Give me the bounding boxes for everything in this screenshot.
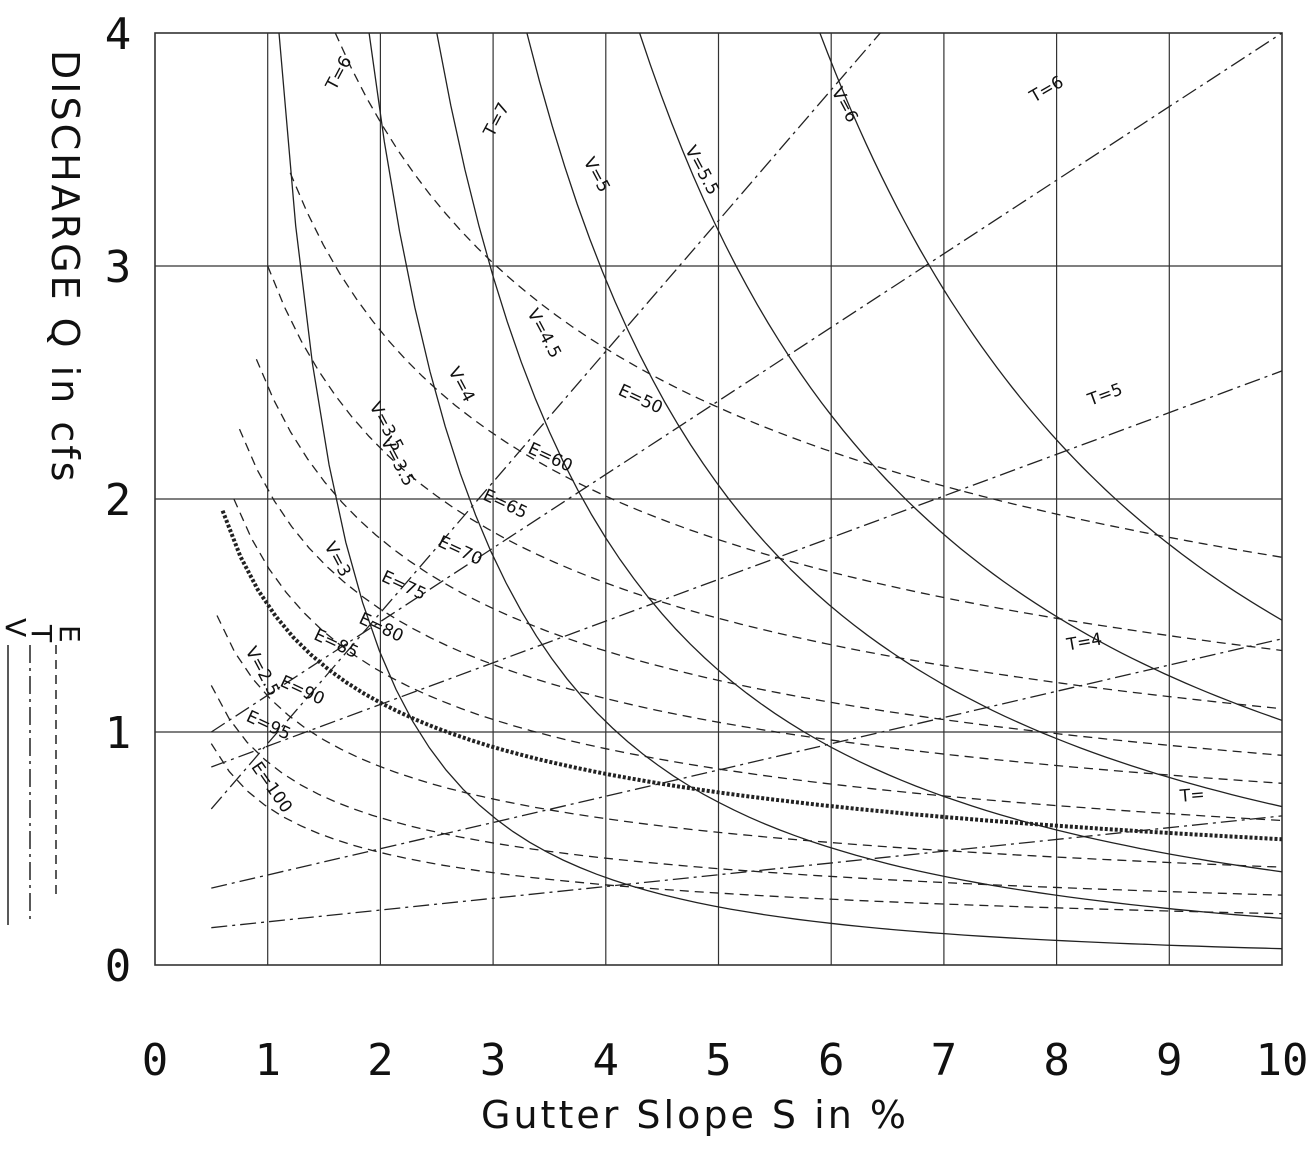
curve-label: V=4.5 xyxy=(522,306,565,362)
chart-grid xyxy=(154,32,1283,966)
x-tick-label: 6 xyxy=(818,1035,845,1086)
curve-t xyxy=(211,815,1282,929)
curve-t5 xyxy=(211,370,1282,768)
curve-label: E=85 xyxy=(311,625,362,663)
x-axis-title: Gutter Slope S in % xyxy=(481,1093,909,1137)
x-tick-label: 9 xyxy=(1156,1035,1183,1086)
curve-label: V=5.5 xyxy=(680,142,723,198)
y-tick-label: 1 xyxy=(105,708,132,759)
curve-e50 xyxy=(334,33,1282,558)
curve-e90 xyxy=(216,615,1282,868)
curve-label: E=80 xyxy=(356,609,407,647)
curve-e75 xyxy=(238,428,1282,784)
y-tick-label: 0 xyxy=(105,941,132,992)
x-tick-label: 10 xyxy=(1256,1035,1309,1086)
x-tick-label: 1 xyxy=(254,1035,281,1086)
curve-label: E=95 xyxy=(243,707,294,745)
x-tick-label: 0 xyxy=(142,1035,169,1086)
curve-label: V=5 xyxy=(579,154,614,196)
x-tick-label: 8 xyxy=(1043,1035,1070,1086)
curve-v3 xyxy=(278,33,1282,950)
curve-e85 xyxy=(220,509,1282,842)
y-tick-label: 4 xyxy=(105,9,132,60)
chart-curves xyxy=(210,33,1282,950)
curve-label: E=75 xyxy=(378,567,429,605)
curve-label: E=60 xyxy=(525,439,576,477)
curve-v4 xyxy=(368,33,1282,920)
curve-label: E=50 xyxy=(615,381,666,419)
curve-label: T=5 xyxy=(1084,380,1125,411)
curve-v5 xyxy=(526,33,1282,808)
curve-label: E=65 xyxy=(480,485,531,523)
curve-v4-5 xyxy=(436,33,1282,873)
curve-v6 xyxy=(819,33,1282,621)
x-tick-label: 3 xyxy=(480,1035,507,1086)
curve-label: V=6 xyxy=(827,84,862,126)
curve-e95 xyxy=(210,685,1282,896)
curve-v5-5 xyxy=(638,33,1282,722)
legend-letter-v: V xyxy=(0,618,32,637)
y-tick-label: 3 xyxy=(105,242,132,293)
curve-t7 xyxy=(210,33,882,810)
curve-e65 xyxy=(267,265,1282,710)
curve-label: T=4 xyxy=(1064,630,1103,656)
curve-label: V=3 xyxy=(320,539,355,581)
curve-label: T= xyxy=(1178,785,1205,807)
curve-label: T=6 xyxy=(322,53,357,95)
line-style-legend: E T V xyxy=(0,618,86,925)
curve-e80 xyxy=(233,498,1282,822)
curve-e60 xyxy=(289,172,1282,652)
curve-e100 xyxy=(210,743,1282,915)
curve-label: T=6 xyxy=(1026,72,1068,108)
y-axis-title: DISCHARGE Q in cfs xyxy=(43,50,87,484)
legend-letter-t: T xyxy=(25,624,58,643)
curve-label: E=70 xyxy=(435,532,486,570)
curve-t4 xyxy=(211,638,1282,889)
x-tick-label: 5 xyxy=(705,1035,732,1086)
curve-label: E=100 xyxy=(247,758,296,817)
x-tick-label: 2 xyxy=(367,1035,394,1086)
curve-label: T=7 xyxy=(479,100,514,142)
axis-ticks: 0 1 2 3 4 5 6 7 8 9 10 0 1 2 3 4 xyxy=(105,9,1309,1086)
legend-letter-e: E xyxy=(53,625,86,643)
y-tick-label: 2 xyxy=(105,475,132,526)
curve-label: V=4 xyxy=(444,364,479,406)
curve-label: V=3.5 xyxy=(376,434,419,490)
x-tick-label: 7 xyxy=(931,1035,958,1086)
curve-e70 xyxy=(255,358,1282,756)
x-tick-label: 4 xyxy=(593,1035,620,1086)
